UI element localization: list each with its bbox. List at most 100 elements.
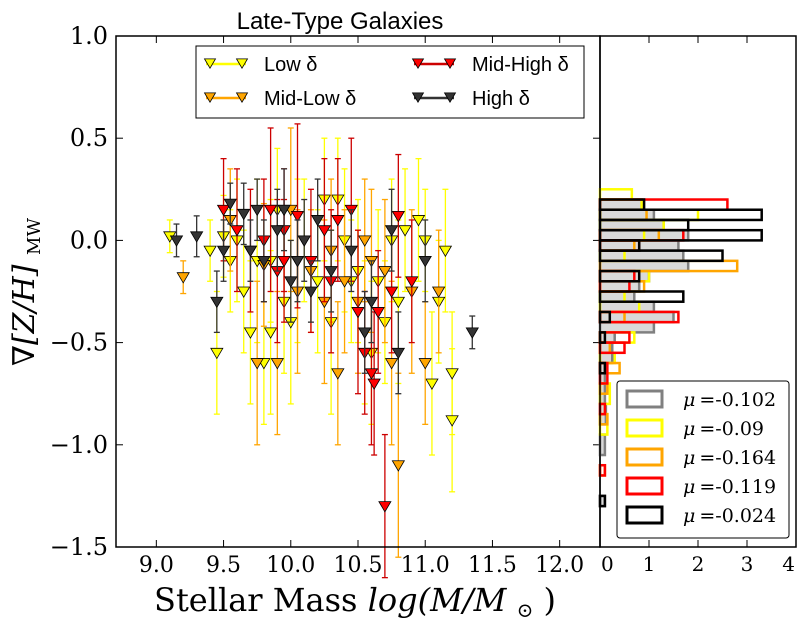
hist-x-tick-label: 0 [601, 552, 614, 576]
data-point [418, 358, 432, 370]
data-point [438, 245, 453, 258]
y-tick-label: 0.0 [70, 226, 108, 254]
hist-bar [598, 290, 636, 303]
legend-label: Mid-High δ [472, 54, 569, 76]
data-point [425, 378, 439, 390]
hist-bar [598, 280, 641, 293]
data-point [405, 276, 419, 288]
data-point [216, 204, 231, 217]
hist-legend-label: μ =-0.164 [683, 447, 776, 469]
x-axis-label-sub: ⊙ [517, 598, 534, 622]
hist-legend-value: =-0.102 [699, 389, 776, 411]
x-axis-label-math: log(M/M [368, 581, 508, 619]
data-point [331, 368, 345, 380]
hist-bar [598, 218, 665, 232]
hist-x-tick-label: 3 [741, 552, 754, 576]
scatter-panel: 9.0 9.5 10.0 10.5 11.0 11.5 12.0 1.0 0.5 0.0 −0.5 −… [50, 22, 601, 579]
y-tick-label: 0.5 [70, 124, 108, 152]
data-point [337, 276, 352, 288]
scatter-data-layer [163, 123, 479, 579]
hist-legend-label: μ =-0.119 [683, 476, 776, 498]
hist-bar [598, 269, 651, 283]
data-point [210, 296, 224, 309]
hist-bar [598, 331, 616, 344]
data-point [418, 255, 432, 268]
scatter-legend: Low δ Mid-Low δ Mid-High δ High δ [195, 45, 585, 119]
hist-bar [598, 259, 690, 273]
data-point [304, 286, 318, 298]
data-point [351, 307, 365, 319]
data-point [384, 286, 399, 298]
data-point [263, 327, 278, 339]
legend-marker [203, 92, 217, 104]
data-point [310, 215, 325, 227]
data-point [391, 210, 406, 223]
hist-legend-mu: μ [683, 447, 695, 469]
x-tick-label: 12.0 [535, 553, 584, 578]
data-point [250, 358, 264, 370]
legend-marker [443, 58, 457, 70]
legend-marker [203, 58, 217, 70]
data-point [324, 266, 338, 278]
y-axis-label-main: ∇[Z/H] [7, 264, 42, 366]
y-tick-label: −1.5 [50, 533, 108, 561]
data-point [384, 225, 399, 237]
scatter-ticks: 9.0 9.5 10.0 10.5 11.0 11.5 12.0 1.0 0.5 0.0 −0.5 −… [50, 22, 600, 578]
data-point [270, 358, 285, 370]
series-3-group [169, 168, 479, 395]
data-point [371, 307, 385, 319]
x-tick-label: 9.5 [206, 553, 241, 578]
hist-legend-swatch [625, 505, 664, 525]
data-point [384, 358, 399, 370]
data-point [270, 225, 285, 237]
x-tick-label: 10.0 [266, 553, 315, 578]
data-point [237, 208, 251, 221]
data-point [243, 327, 258, 339]
data-point [378, 501, 392, 513]
chart-title: Late-Type Galaxies [237, 8, 444, 35]
hist-legend-value: =-0.164 [699, 447, 776, 469]
data-point [411, 215, 426, 227]
data-point [284, 276, 298, 288]
legend-label: High δ [472, 88, 530, 110]
data-point [465, 327, 479, 339]
data-point [317, 225, 332, 237]
data-point [445, 368, 459, 380]
data-point [290, 210, 305, 223]
hist-legend-mu: μ [683, 476, 695, 498]
hist-x-tick-label: 2 [692, 552, 705, 576]
data-point [358, 327, 372, 339]
data-point [277, 204, 291, 217]
hist-legend-value: =-0.119 [699, 476, 776, 498]
data-point [391, 460, 406, 472]
data-point [223, 198, 237, 211]
data-point [297, 235, 311, 247]
hist-legend-swatch [625, 389, 664, 409]
hist-legend-mu: μ [683, 505, 695, 527]
legend-marker [411, 92, 425, 104]
data-point [277, 255, 291, 268]
data-point [257, 255, 271, 268]
data-point [431, 286, 446, 298]
y-tick-label: −1.0 [50, 431, 108, 459]
y-tick-label: 1.0 [70, 22, 108, 50]
hist-x-tick-label: 1 [643, 552, 656, 576]
hist-legend-swatch [625, 476, 664, 496]
hist-bar [598, 300, 656, 314]
y-axis-label: ∇[Z/H] MW [7, 218, 45, 366]
data-point [391, 347, 406, 360]
data-point [243, 245, 258, 258]
hist-legend-value: =-0.024 [699, 505, 776, 527]
hist-bar [598, 320, 656, 334]
data-point [263, 204, 278, 217]
legend-label: Mid-Low δ [264, 88, 356, 110]
hist-legend-swatch [625, 418, 664, 438]
data-point [445, 415, 459, 427]
legend-label: Low δ [264, 54, 317, 76]
data-point [169, 235, 184, 247]
histogram-ticks: 0 1 2 3 4 [599, 36, 797, 576]
x-tick-label: 11.0 [401, 553, 450, 578]
hist-legend-mu: μ [683, 389, 695, 411]
